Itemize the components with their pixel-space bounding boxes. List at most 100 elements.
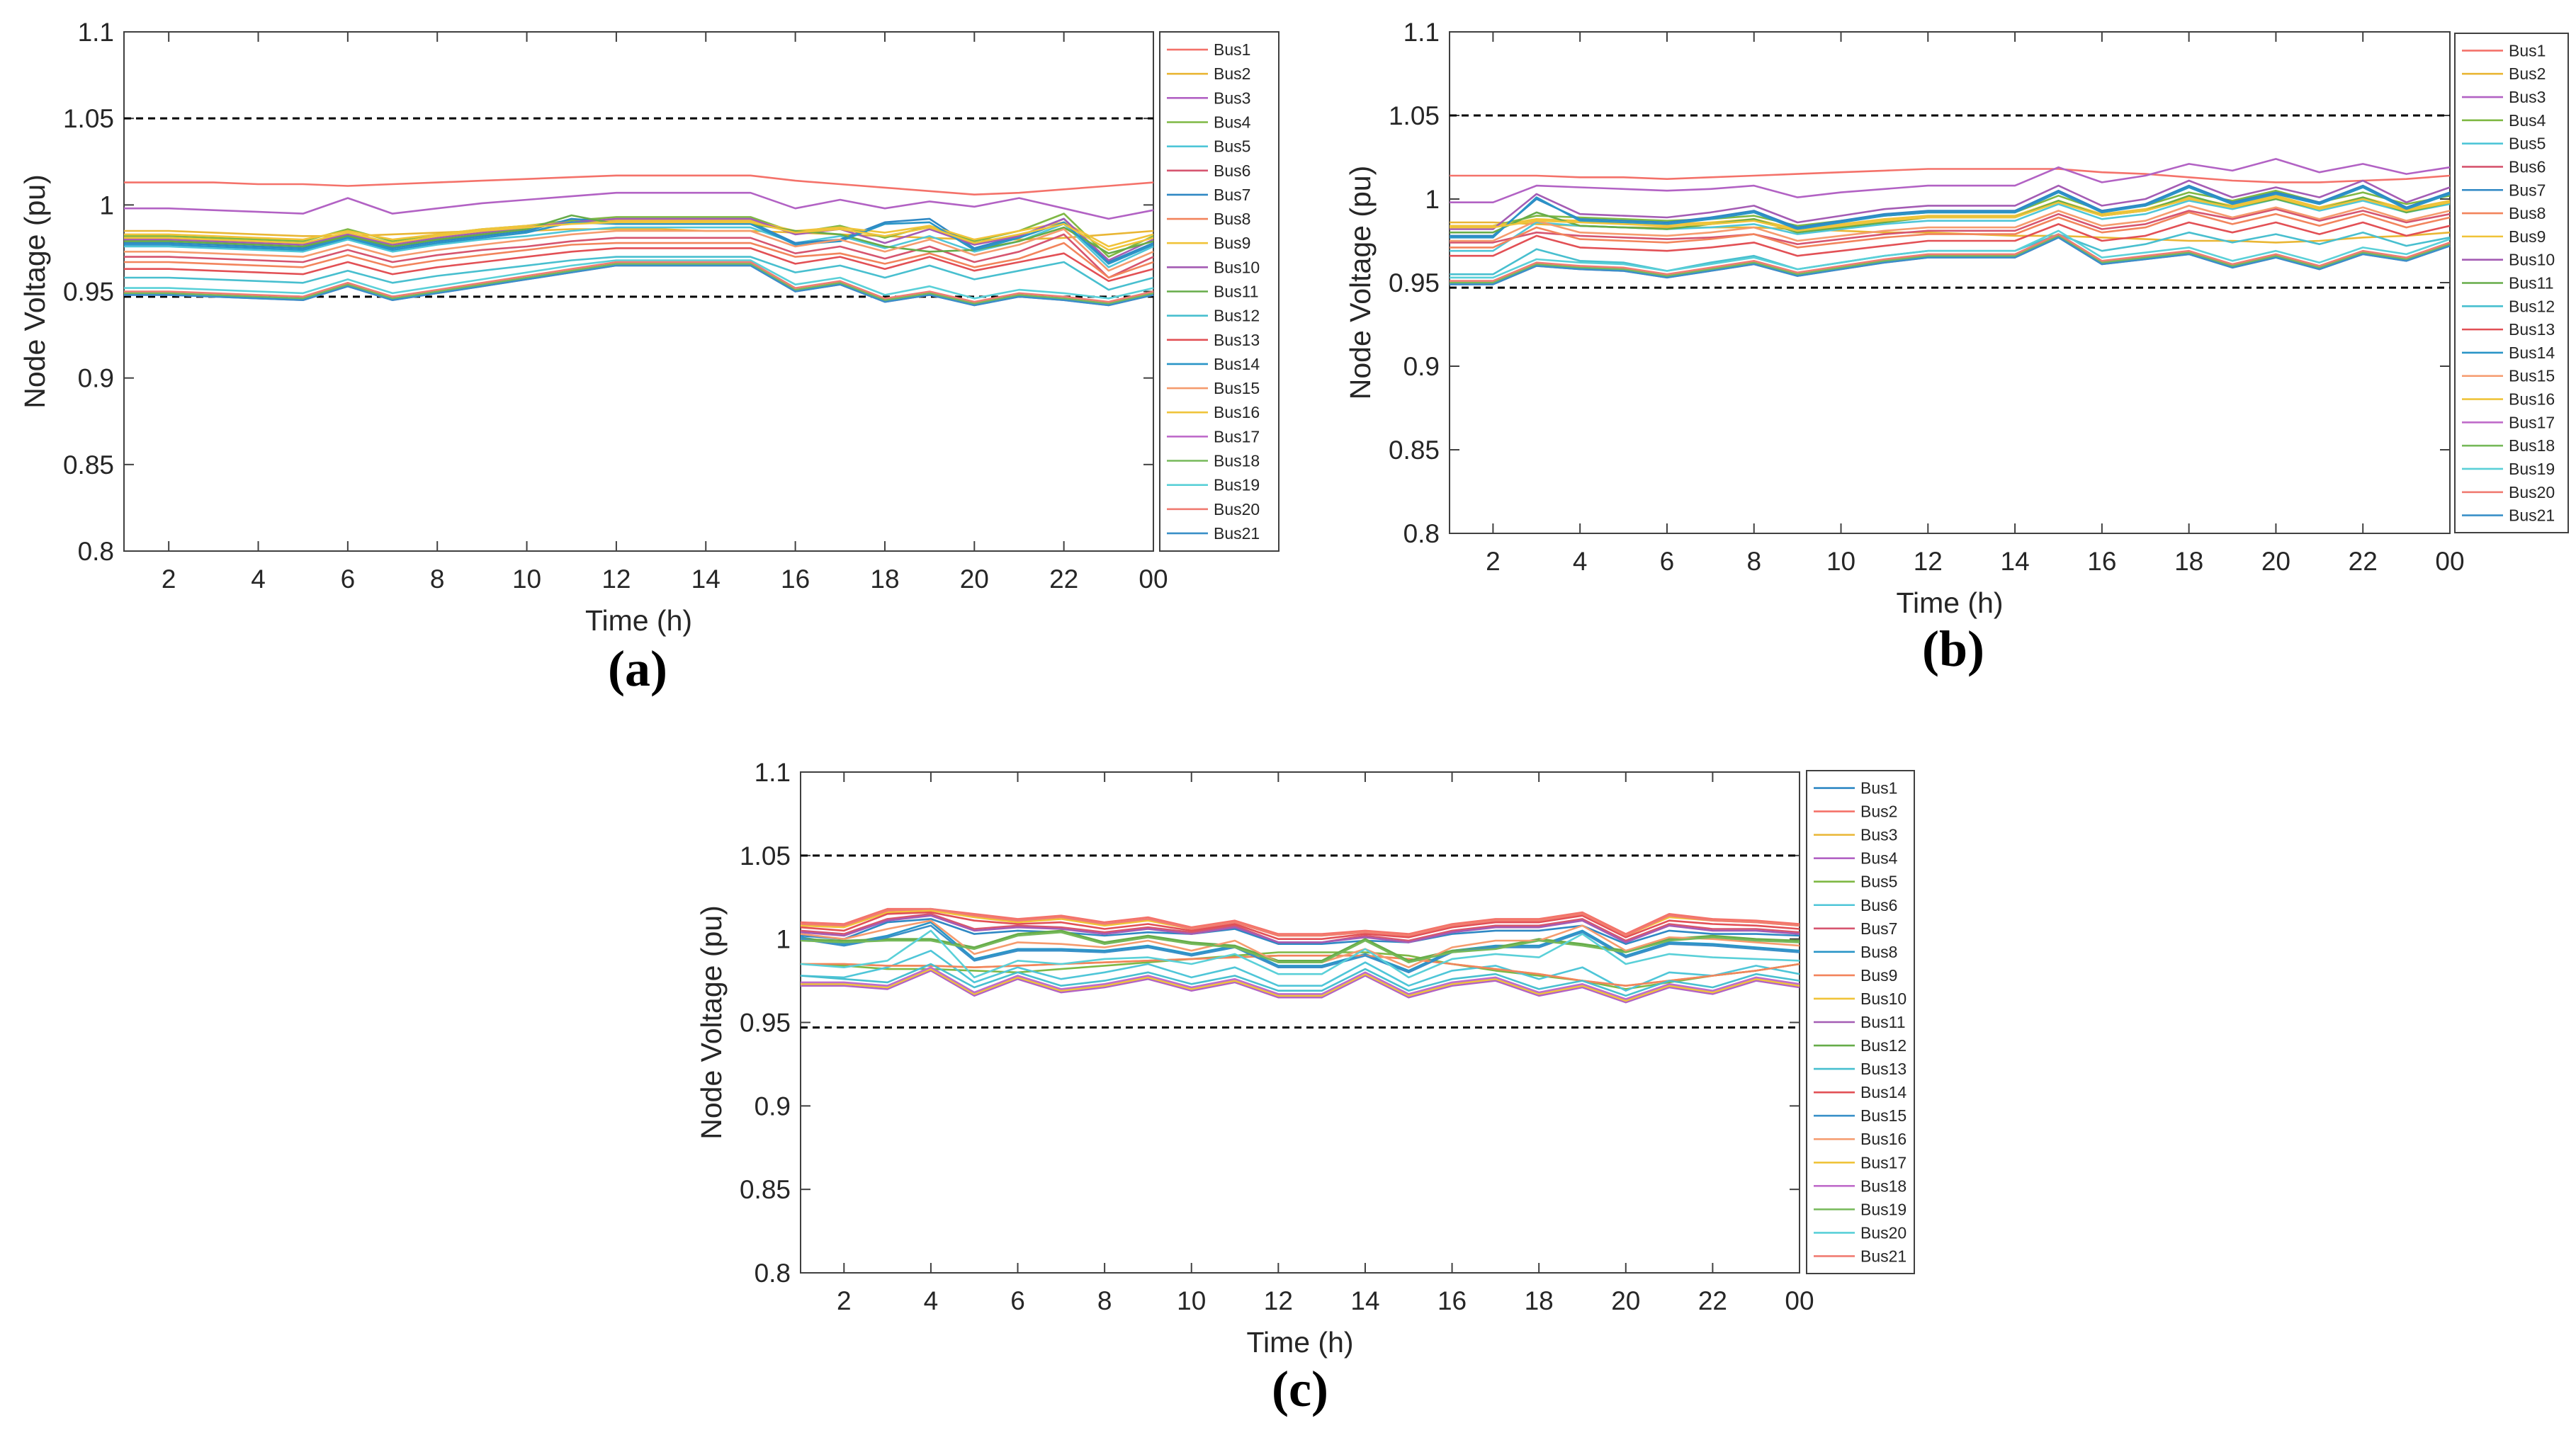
y-tick-label: 1 [99, 191, 114, 220]
legend-entry: Bus7 [2509, 181, 2546, 199]
series-line-bus6 [124, 233, 1154, 279]
y-tick-label: 0.9 [78, 364, 114, 393]
series-line-bus4 [124, 212, 1154, 258]
y-axis-label: Node Voltage (pu) [695, 905, 728, 1140]
legend-entry: Bus3 [1860, 826, 1897, 844]
plot-area [800, 771, 1800, 1274]
y-axis-label: Node Voltage (pu) [1344, 166, 1377, 400]
legend-entry: Bus14 [1214, 355, 1260, 373]
series-line-bus20 [1450, 233, 2451, 282]
legend-entry: Bus21 [1860, 1247, 1906, 1265]
legend-entry: Bus11 [1214, 283, 1259, 301]
x-tick-label: 2 [162, 565, 176, 594]
legend-entry: Bus20 [1214, 500, 1260, 518]
x-tick-label: 6 [1010, 1286, 1025, 1315]
legend-entry: Bus18 [1860, 1177, 1906, 1195]
x-tick-label: 4 [1573, 547, 1588, 576]
y-tick-label: 0.8 [78, 537, 114, 566]
series-line-bus12 [124, 256, 1154, 291]
series-line-bus14 [1450, 186, 2451, 239]
x-tick-label: 16 [1437, 1286, 1467, 1315]
legend-entry: Bus2 [2509, 64, 2546, 83]
series-line-bus18 [1450, 234, 2451, 284]
legend-entry: Bus18 [1214, 452, 1260, 470]
legend-entry: Bus4 [1860, 849, 1898, 868]
x-tick-label: 12 [1264, 1286, 1293, 1315]
panel-label-a: (a) [608, 640, 667, 697]
y-tick-label: 1.05 [740, 841, 791, 871]
legend-entry: Bus1 [1860, 779, 1897, 798]
legend: Bus1 Bus2 Bus3 Bus4 Bus5 Bus6 Bus7 Bus8 Bus9 Bus1… [1159, 31, 1279, 552]
legend-entry: Bus17 [1860, 1153, 1906, 1172]
y-tick-label: 0.95 [1389, 268, 1440, 297]
y-tick-label: 0.95 [63, 278, 114, 307]
legend-entry: Bus9 [2509, 227, 2546, 246]
x-tick-label: 00 [1785, 1286, 1814, 1315]
series-line-bus19 [124, 259, 1154, 300]
legend-entry: Bus20 [2509, 483, 2555, 501]
legend-entry: Bus5 [1214, 137, 1250, 156]
legend-entry: Bus14 [1860, 1083, 1906, 1101]
series-line-bus21 [1450, 236, 2451, 285]
series-line-bus4 [801, 970, 1800, 1004]
x-tick-label: 8 [430, 565, 445, 594]
legend-entry: Bus20 [1860, 1223, 1906, 1242]
series-line-bus1 [124, 174, 1154, 196]
legend-entry: Bus19 [1214, 476, 1260, 494]
x-tick-label: 10 [512, 565, 541, 594]
legend-entry: Bus2 [1214, 64, 1250, 83]
legend: Bus1 Bus2 Bus3 Bus4 Bus5 Bus6 Bus7 Bus8 Bus9 Bus1… [2454, 33, 2569, 533]
legend-entry: Bus13 [1214, 331, 1260, 349]
y-tick-label: 0.85 [740, 1175, 791, 1204]
y-tick-label: 0.85 [63, 450, 114, 480]
legend-entry: Bus3 [1214, 89, 1250, 107]
series-line-bus1 [800, 918, 1800, 945]
x-tick-label: 00 [2435, 547, 2464, 576]
series-line-bus16 [124, 221, 1154, 251]
series-line-bus3 [1450, 158, 2451, 204]
series-line-bus19 [1450, 229, 2451, 279]
legend-entry: Bus16 [1214, 403, 1260, 421]
legend-entry: Bus11 [2509, 274, 2554, 293]
x-tick-label: 8 [1746, 547, 1761, 576]
legend-entry: Bus15 [1214, 379, 1260, 397]
series-line-bus9 [801, 954, 1800, 987]
y-tick-label: 1 [776, 925, 791, 954]
x-tick-label: 18 [2174, 547, 2203, 576]
series-line-bus6 [800, 949, 1800, 992]
x-tick-label: 2 [1486, 547, 1501, 576]
series-line-bus14 [800, 911, 1800, 940]
legend-entry: Bus4 [2509, 111, 2546, 130]
legend-entry: Bus11 [1860, 1013, 1906, 1031]
x-tick-label: 22 [1698, 1286, 1727, 1315]
legend-entry: Bus6 [2509, 157, 2546, 176]
x-tick-label: 12 [601, 565, 631, 594]
x-tick-label: 6 [1660, 547, 1675, 576]
legend-entry: Bus17 [2509, 413, 2555, 431]
x-tick-label: 20 [1611, 1286, 1640, 1315]
y-tick-label: 1.1 [755, 758, 791, 787]
legend-entry: Bus7 [1214, 186, 1250, 204]
x-tick-label: 18 [1525, 1286, 1554, 1315]
y-tick-label: 0.8 [1403, 519, 1440, 548]
series-line-bus3 [124, 191, 1154, 220]
legend-entry: Bus9 [1860, 966, 1897, 985]
legend-entry: Bus21 [1214, 524, 1260, 543]
x-tick-label: 14 [2001, 547, 2030, 576]
legend-entry: Bus6 [1860, 896, 1897, 914]
y-tick-label: 1.1 [1403, 18, 1440, 47]
legend-entry: Bus8 [2509, 204, 2546, 222]
legend-entry: Bus13 [1860, 1060, 1906, 1078]
series-line-bus7 [1450, 184, 2451, 237]
x-tick-label: 6 [341, 565, 356, 594]
series-line-bus13 [800, 963, 1800, 997]
x-tick-label: 22 [1049, 565, 1078, 594]
legend-entry: Bus12 [1860, 1036, 1906, 1055]
series-line-bus15 [1450, 205, 2451, 242]
legend-entry: Bus1 [1214, 40, 1250, 59]
legend-entry: Bus5 [1860, 873, 1897, 891]
x-tick-label: 8 [1097, 1286, 1112, 1315]
legend-entry: Bus16 [1860, 1130, 1906, 1148]
series-line-bus10 [124, 217, 1154, 261]
x-tick-label: 4 [251, 565, 266, 594]
